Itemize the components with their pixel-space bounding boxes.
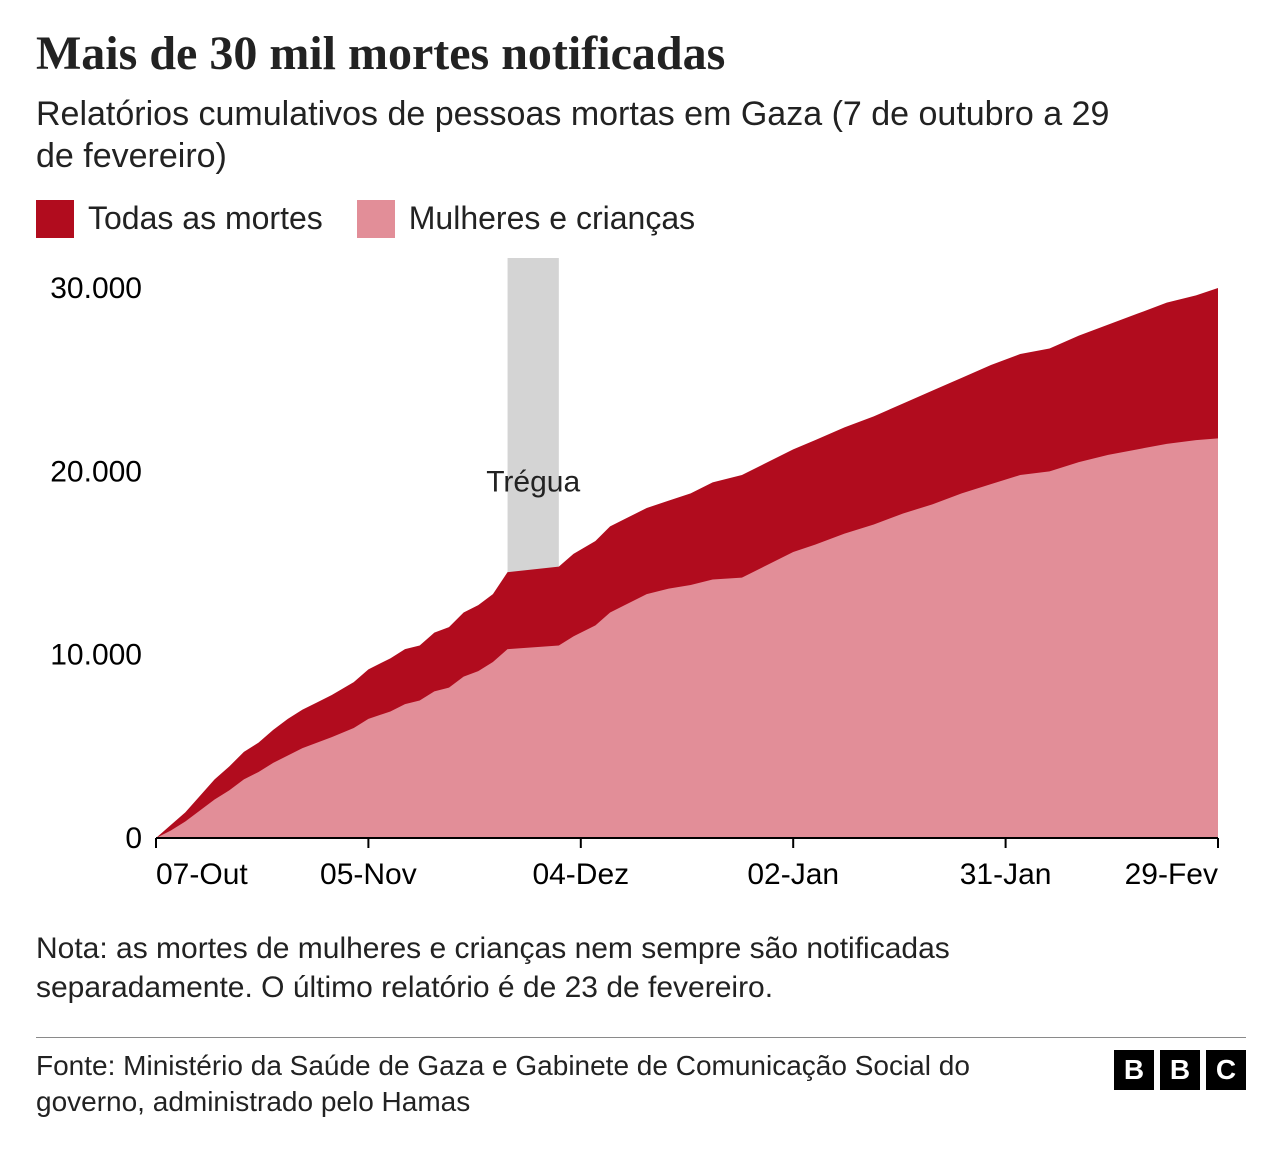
bbc-logo-letter: B: [1114, 1050, 1154, 1090]
svg-text:07-Out: 07-Out: [156, 858, 248, 891]
chart-title: Mais de 30 mil mortes notificadas: [36, 28, 1246, 81]
svg-text:04-Dez: 04-Dez: [532, 858, 629, 891]
legend-swatch-women-children: [357, 200, 395, 238]
legend-label-women-children: Mulheres e crianças: [409, 200, 695, 237]
chart-subtitle: Relatórios cumulativos de pessoas mortas…: [36, 93, 1136, 178]
bbc-logo: B B C: [1114, 1050, 1246, 1090]
svg-text:29-Fev: 29-Fev: [1125, 858, 1218, 891]
legend-swatch-total: [36, 200, 74, 238]
svg-text:31-Jan: 31-Jan: [960, 858, 1052, 891]
svg-text:02-Jan: 02-Jan: [747, 858, 839, 891]
legend-item-total: Todas as mortes: [36, 200, 323, 238]
bbc-logo-letter: C: [1206, 1050, 1246, 1090]
legend-label-total: Todas as mortes: [88, 200, 323, 237]
source-text: Fonte: Ministério da Saúde de Gaza e Gab…: [36, 1048, 1036, 1121]
chart-plot: Trégua 0 10.000 20.000 30.000 07-Out 05-Nov 04-…: [36, 248, 1246, 913]
svg-text:10.000: 10.000: [50, 638, 142, 671]
bbc-logo-letter: B: [1160, 1050, 1200, 1090]
svg-text:20.000: 20.000: [50, 455, 142, 488]
chart-footer: Fonte: Ministério da Saúde de Gaza e Gab…: [36, 1048, 1246, 1121]
svg-text:05-Nov: 05-Nov: [320, 858, 417, 891]
legend: Todas as mortes Mulheres e crianças: [36, 200, 1246, 238]
chart-note: Nota: as mortes de mulheres e crianças n…: [36, 929, 1136, 1007]
svg-text:0: 0: [125, 822, 142, 855]
chart-card: Mais de 30 mil mortes notificadas Relató…: [0, 0, 1282, 1145]
footer-rule: [36, 1037, 1246, 1038]
area-chart-svg: Trégua 0 10.000 20.000 30.000 07-Out 05-Nov 04-…: [36, 248, 1236, 908]
svg-text:Trégua: Trégua: [486, 465, 580, 498]
legend-item-women-children: Mulheres e crianças: [357, 200, 695, 238]
svg-text:30.000: 30.000: [50, 272, 142, 305]
